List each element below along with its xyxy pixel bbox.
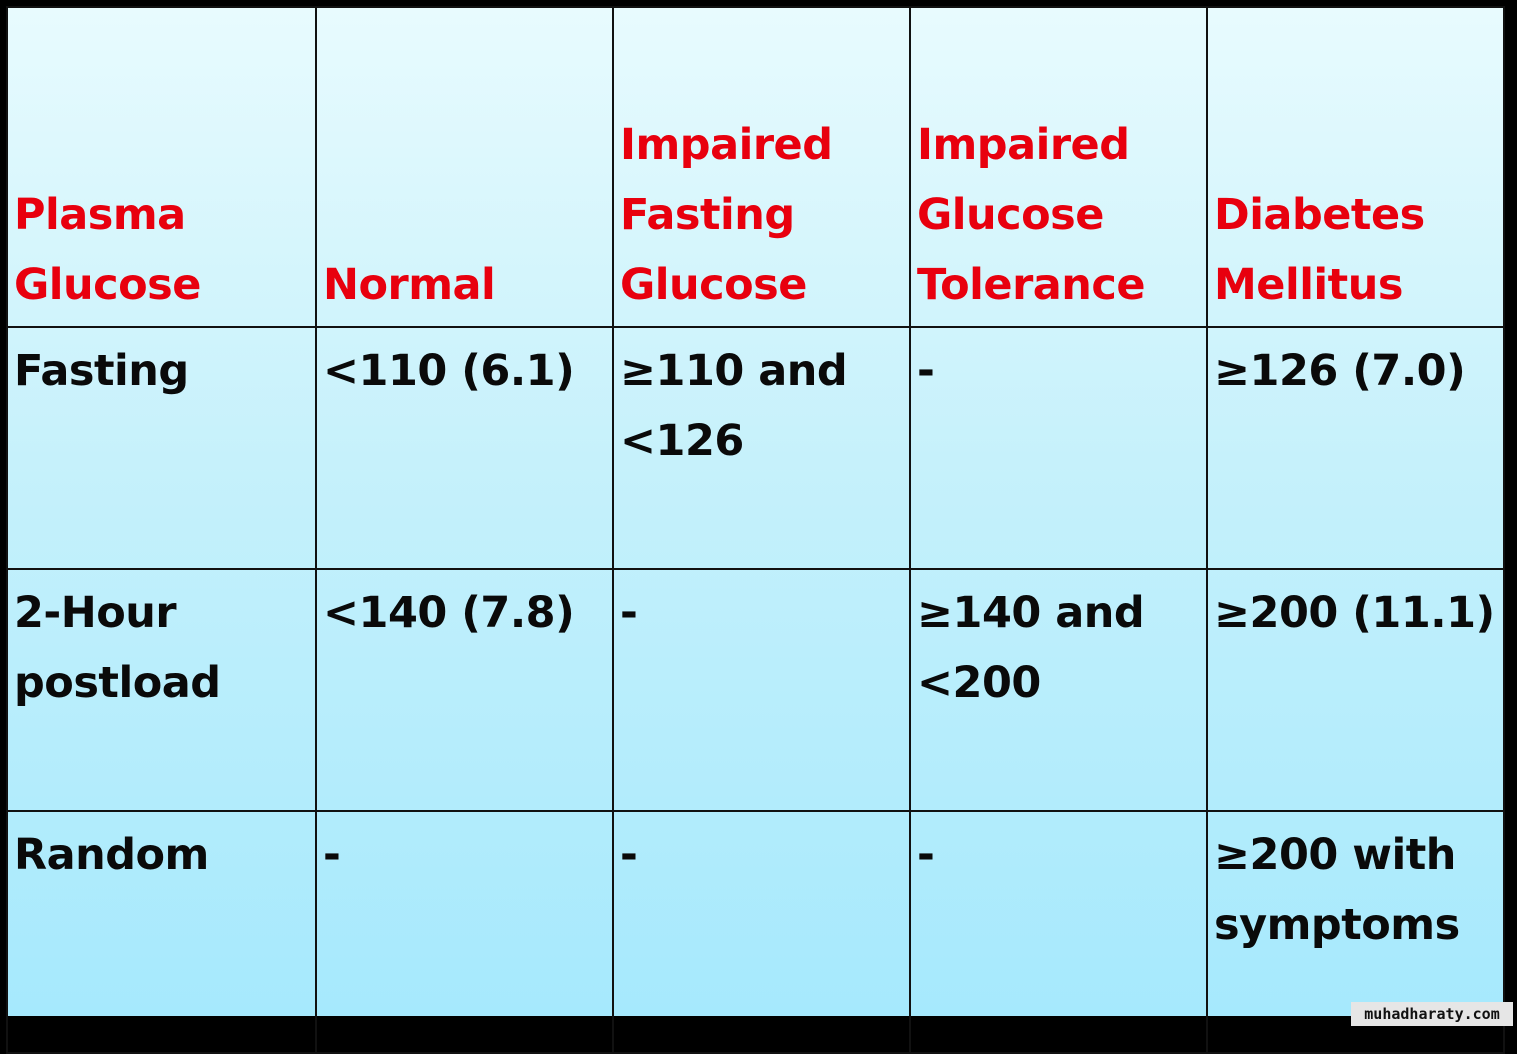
cell-fasting-normal: <110 (6.1) — [315, 326, 614, 570]
header-diabetes-mellitus: Diabetes Mellitus — [1206, 6, 1505, 328]
cell-postload-normal: <140 (7.8) — [315, 568, 614, 812]
header-impaired-glucose-tolerance: Impaired Glucose Tolerance — [909, 6, 1208, 328]
cell-postload-igt: ≥140 and <200 — [909, 568, 1208, 812]
row-label-random: Random — [6, 810, 317, 1054]
header-impaired-fasting-glucose: Impaired Fasting Glucose — [612, 6, 911, 328]
cell-fasting-igt: - — [909, 326, 1208, 570]
row-label-fasting: Fasting — [6, 326, 317, 570]
cell-random-igt: - — [909, 810, 1208, 1054]
cell-fasting-diabetes: ≥126 (7.0) — [1206, 326, 1505, 570]
cell-random-ifg: - — [612, 810, 911, 1054]
table-header-row: Plasma Glucose Normal Impaired Fasting G… — [6, 6, 1505, 328]
row-label-2-hour-postload: 2-Hour postload — [6, 568, 317, 812]
cell-postload-diabetes: ≥200 (11.1) — [1206, 568, 1505, 812]
cell-fasting-ifg: ≥110 and <126 — [612, 326, 911, 570]
cell-postload-ifg: - — [612, 568, 911, 812]
slide: Plasma Glucose Normal Impaired Fasting G… — [6, 6, 1505, 1054]
cell-random-normal: - — [315, 810, 614, 1054]
table-row-2-hour-postload: 2-Hour postload <140 (7.8) - ≥140 and <2… — [6, 568, 1505, 812]
table-row-random: Random - - - ≥200 with symptoms — [6, 810, 1505, 1054]
header-plasma-glucose: Plasma Glucose — [6, 6, 317, 328]
header-normal: Normal — [315, 6, 614, 328]
table-row-fasting: Fasting <110 (6.1) ≥110 and <126 - ≥126 … — [6, 326, 1505, 570]
watermark: muhadharaty.com — [1351, 1002, 1513, 1026]
glucose-criteria-table: Plasma Glucose Normal Impaired Fasting G… — [6, 6, 1505, 1054]
